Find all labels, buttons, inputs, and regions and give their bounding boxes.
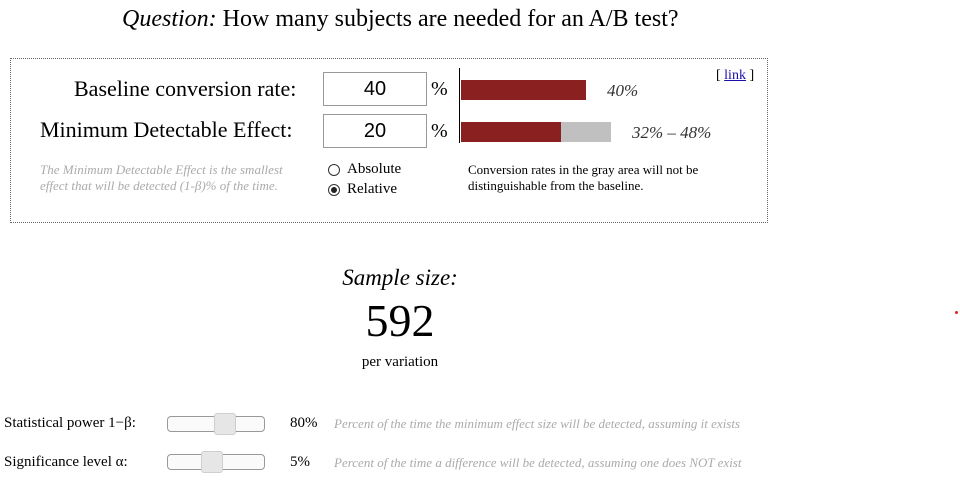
sample-size-value: 592 <box>365 295 435 346</box>
bar-axis-line <box>459 68 460 143</box>
link-bracket-close: ] <box>749 68 755 83</box>
link-bracket-open: [ <box>716 68 721 83</box>
power-slider-thumb[interactable] <box>214 413 236 435</box>
radio-absolute-circle[interactable] <box>328 163 340 176</box>
baseline-label: Baseline conversion rate: <box>74 76 297 101</box>
sample-size-unit: per variation <box>361 354 439 370</box>
power-description: Percent of the time the minimum effect s… <box>334 416 741 431</box>
radio-relative[interactable]: Relative <box>328 181 397 198</box>
significance-description: Percent of the time a difference will be… <box>334 455 742 470</box>
gray-area-note: Conversion rates in the gray area will n… <box>468 162 699 193</box>
question-heading: Question: How many subjects are needed f… <box>122 6 679 33</box>
mde-bar-detectable <box>461 122 561 142</box>
radio-absolute-label: Absolute <box>347 161 402 177</box>
baseline-unit: % <box>431 78 448 100</box>
significance-slider[interactable] <box>167 451 265 473</box>
baseline-bar <box>461 80 586 100</box>
baseline-input[interactable]: 40 <box>323 72 427 106</box>
sample-size-label: Sample size: <box>342 265 458 290</box>
mde-note: The Minimum Detectable Effect is the sma… <box>40 162 283 193</box>
red-dot <box>955 311 958 314</box>
permalink-link[interactable]: link <box>724 68 746 83</box>
question-text: How many subjects are needed for an A/B … <box>222 6 679 32</box>
mde-bar-label: 32% – 48% <box>632 123 712 142</box>
radio-relative-circle[interactable] <box>328 183 340 196</box>
significance-value: 5% <box>290 454 310 470</box>
baseline-bar-label: 40% <box>607 81 639 100</box>
calculator-panel <box>10 58 768 223</box>
mde-label: Minimum Detectable Effect: <box>40 117 293 142</box>
question-prefix: Question: <box>122 6 217 32</box>
power-label: Statistical power 1−β: <box>4 415 136 431</box>
radio-absolute[interactable]: Absolute <box>328 161 401 178</box>
radio-relative-label: Relative <box>347 181 397 197</box>
power-value: 80% <box>290 415 318 431</box>
link-wrapper: [ link ] <box>716 68 754 84</box>
mde-unit: % <box>431 120 448 142</box>
power-slider[interactable] <box>167 413 265 435</box>
significance-label: Significance level α: <box>4 454 128 470</box>
mde-bar-gray-area <box>561 122 611 142</box>
significance-slider-thumb[interactable] <box>201 451 223 473</box>
mde-input[interactable]: 20 <box>323 114 427 148</box>
